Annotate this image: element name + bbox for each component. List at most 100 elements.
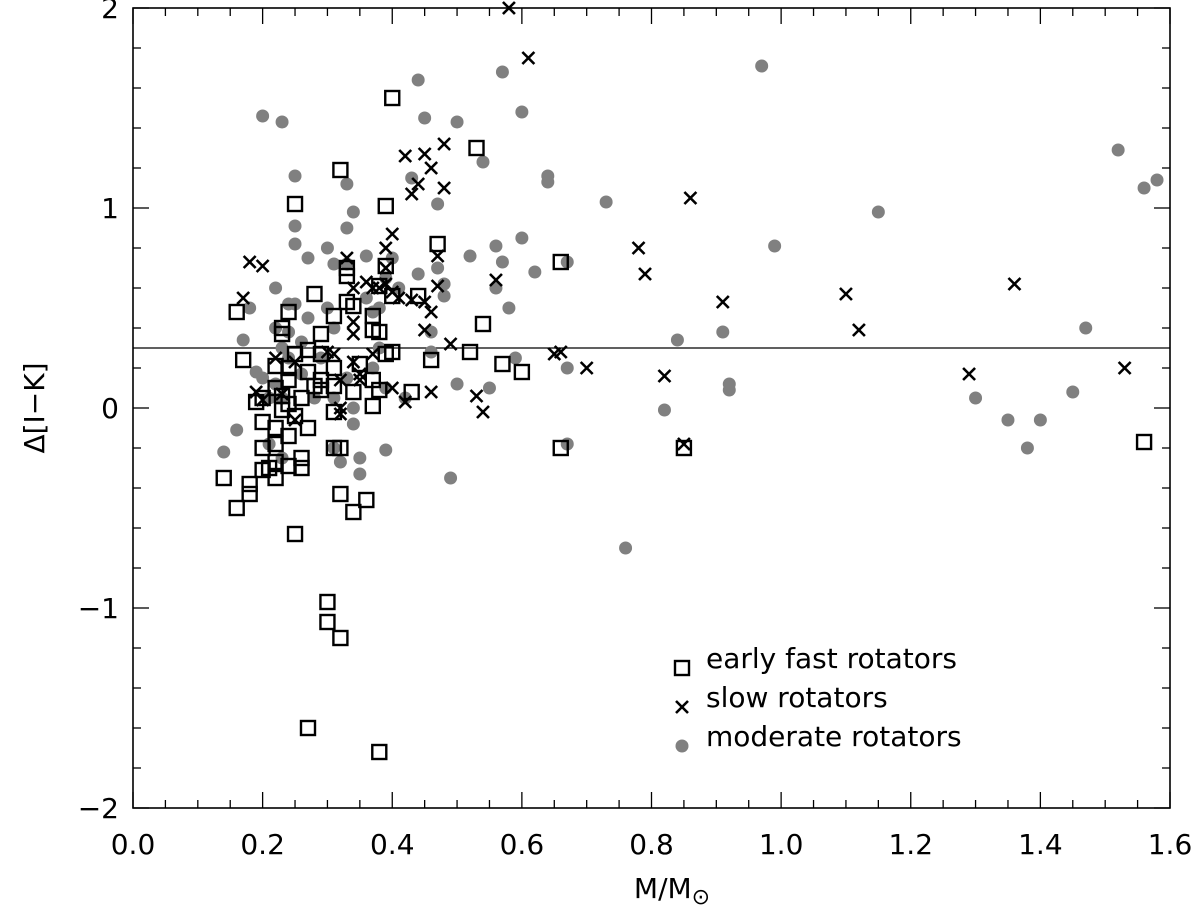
slow-rotator-point	[326, 347, 341, 361]
early-fast-rotator-point	[215, 469, 232, 487]
early-fast-rotator-point	[293, 459, 310, 477]
moderate-rotator-point	[327, 321, 341, 335]
slow-rotator-point	[255, 259, 270, 273]
moderate-rotator-point	[327, 391, 341, 405]
moderate-rotator-point	[243, 301, 257, 315]
moderate-rotator-point	[411, 267, 425, 281]
moderate-rotator-point	[657, 403, 671, 417]
early-fast-rotator-point	[384, 89, 401, 107]
slow-rotator-point	[489, 273, 503, 287]
moderate-rotator-point	[275, 115, 289, 129]
slow-rotator-point	[437, 181, 452, 195]
slow-rotator-point	[443, 337, 458, 351]
y-tick-label: 2	[101, 0, 119, 25]
slow-rotator-point	[333, 373, 348, 387]
x-tick-label: 1.2	[888, 828, 933, 861]
moderate-rotator-point	[463, 249, 477, 263]
sun-symbol: ⊙	[692, 885, 710, 910]
early-fast-rotator-point	[241, 485, 258, 503]
slow-rotator-point	[715, 295, 730, 309]
moderate-rotator-point	[1033, 413, 1047, 427]
moderate-rotator-point	[1001, 413, 1015, 427]
slow-rotator-point	[657, 369, 672, 383]
slow-rotator-point	[346, 355, 361, 369]
early-fast-rotator-point	[319, 613, 336, 631]
legend-x-marker	[675, 700, 689, 714]
x-tick-label: 0.2	[240, 828, 285, 861]
moderate-rotator-point	[288, 219, 302, 233]
y-tick-label: −1	[78, 592, 119, 625]
early-fast-rotator-point	[552, 439, 569, 457]
slow-rotator-point	[346, 315, 361, 329]
slow-rotator-point	[476, 405, 490, 419]
moderate-rotator-point	[495, 65, 509, 79]
moderate-rotator-point	[320, 241, 334, 255]
moderate-rotator-point	[560, 361, 574, 375]
moderate-rotator-point	[424, 325, 438, 339]
moderate-rotator-point	[1150, 173, 1164, 187]
y-tick-label: 1	[101, 192, 119, 225]
early-fast-rotator-point	[280, 303, 297, 321]
slow-rotator-point	[288, 413, 302, 427]
early-fast-rotator-point	[325, 377, 343, 395]
moderate-rotator-point	[301, 251, 315, 265]
legend: early fast rotators slow rotators moderate…	[673, 642, 962, 753]
slow-rotator-point	[469, 389, 484, 403]
moderate-rotator-point	[353, 451, 367, 465]
moderate-rotator-point	[288, 169, 302, 183]
slow-rotator-point	[352, 367, 367, 381]
early-fast-rotator-point	[267, 469, 284, 487]
moderate-rotator-point	[619, 541, 633, 555]
early-fast-rotator-point	[384, 343, 401, 361]
moderate-rotator-point	[508, 351, 522, 365]
early-fast-rotator-point	[513, 363, 531, 381]
early-fast-rotator-point	[371, 323, 388, 341]
moderate-rotator-point	[722, 383, 736, 397]
moderate-rotator-point	[359, 249, 373, 263]
slow-rotator-point	[378, 261, 393, 275]
early-fast-rotator-point	[371, 381, 388, 399]
slow-rotator-point	[411, 177, 426, 191]
data-points	[215, 1, 1164, 761]
moderate-rotator-point	[1066, 385, 1080, 399]
slow-rotator-point	[398, 395, 413, 409]
slow-rotator-point	[288, 355, 302, 369]
moderate-rotator-point	[437, 289, 451, 303]
early-fast-rotator-point	[319, 593, 336, 611]
axis-ticks	[132, 7, 1171, 809]
moderate-rotator-point	[437, 277, 451, 291]
moderate-rotator-point	[515, 105, 529, 119]
legend-label: early fast rotators	[706, 642, 957, 675]
moderate-rotator-point	[346, 401, 360, 415]
y-axis-label: Δ[I−K]	[18, 362, 51, 453]
y-tick-label: 0	[101, 392, 119, 425]
early-fast-rotator-point	[293, 449, 310, 467]
slow-rotator-point	[352, 373, 367, 387]
moderate-rotator-point	[327, 257, 341, 271]
moderate-rotator-point	[301, 311, 315, 325]
moderate-rotator-point	[379, 443, 393, 457]
moderate-rotator-point	[450, 377, 464, 391]
moderate-rotator-point	[366, 361, 380, 375]
slow-rotator-point	[242, 255, 257, 269]
moderate-rotator-point	[346, 205, 360, 219]
moderate-rotator-point	[269, 281, 283, 295]
early-fast-rotator-point	[552, 253, 569, 271]
early-fast-rotator-point	[409, 287, 427, 305]
early-fast-rotator-point	[345, 297, 362, 315]
slow-rotator-point	[851, 323, 866, 337]
slow-rotator-point	[378, 241, 393, 255]
moderate-rotator-point	[768, 239, 782, 253]
early-fast-rotator-point	[228, 303, 245, 321]
moderate-rotator-point	[1137, 181, 1151, 195]
slow-rotator-point	[236, 291, 251, 305]
moderate-rotator-point	[755, 59, 769, 73]
moderate-rotator-point	[236, 333, 250, 347]
moderate-rotator-point	[353, 467, 367, 481]
early-fast-rotator-point	[286, 525, 304, 543]
moderate-rotator-point	[217, 445, 231, 459]
early-fast-rotator-point	[422, 351, 440, 369]
moderate-rotator-point	[716, 325, 730, 339]
early-fast-rotator-point	[364, 397, 382, 415]
slow-rotator-point	[553, 345, 568, 359]
